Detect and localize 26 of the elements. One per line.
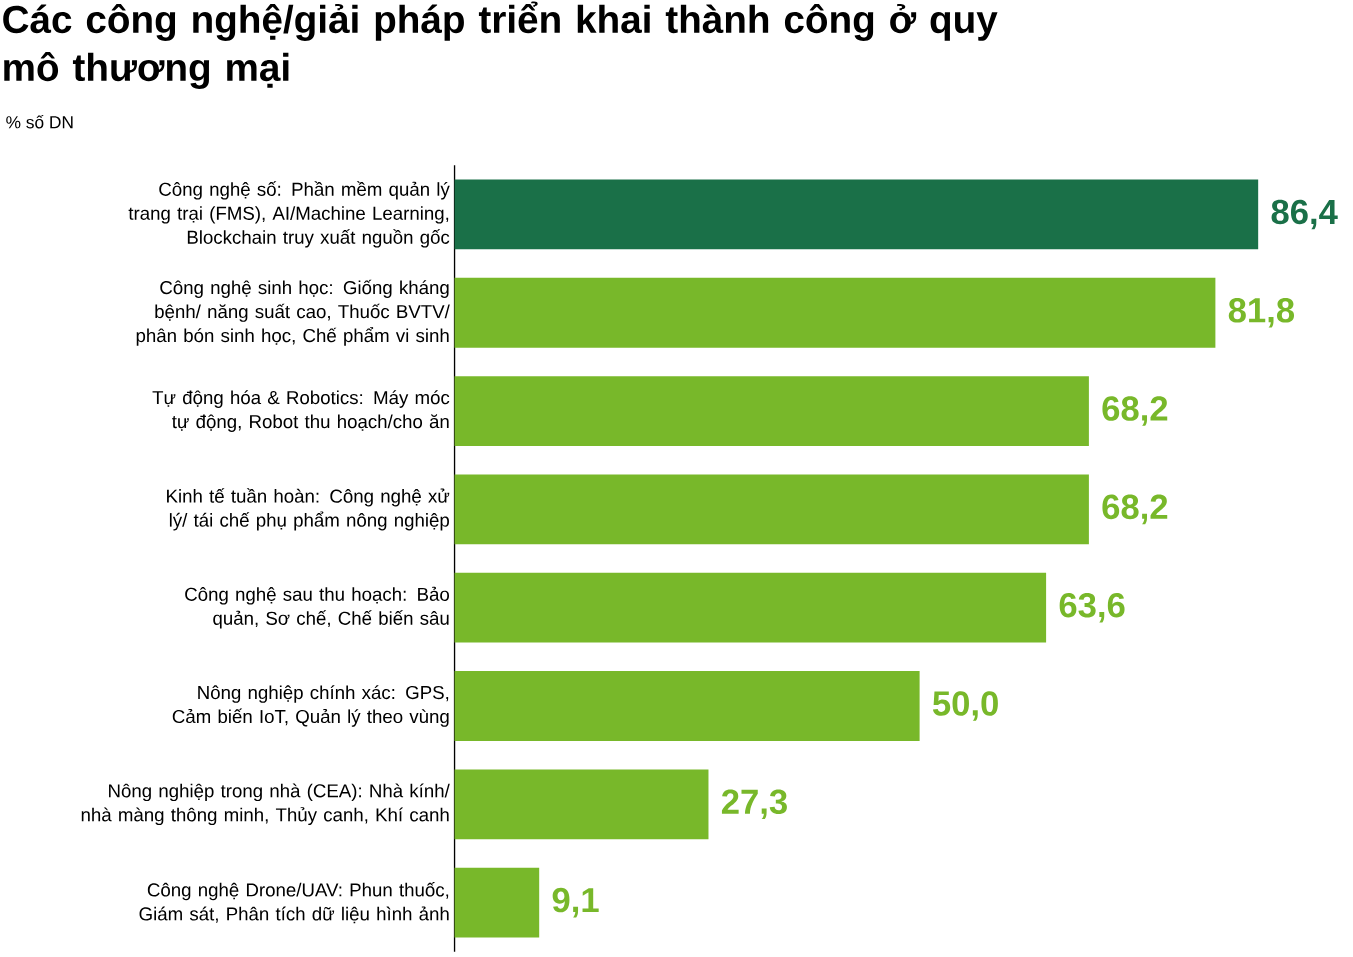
bar <box>454 474 1089 545</box>
data-label: 68,2 <box>1102 494 1168 525</box>
bar <box>454 671 920 741</box>
y-tick-label: Công nghệ sinh học: Giống kháng bệnh/ năng suất cao, Thuốc BVTV/ phân bón sinh học, Chế phẩm vi sinh <box>136 279 450 346</box>
y-tick-label: Công nghệ sau thu hoạch: Bảo quản, Sơ chế, Chế biến sâu <box>185 586 450 629</box>
y-tick-label: Kinh tế tuần hoàn: Công nghệ xử lý/ tái chế phụ phẩm nông nghiệp <box>167 488 450 531</box>
data-label: 63,6 <box>1059 592 1125 623</box>
y-tick-label: Tự động hóa & Robotics: Máy móc tự động, Robot thu hoạch/cho ăn <box>152 390 450 432</box>
y-tick-label: Công nghệ số: Phần mềm quản lý trang trại (FMS), AI/Machine Learning, Blockchain truy xuất nguồn gốc <box>128 181 450 248</box>
data-label: 86,4 <box>1271 199 1338 230</box>
bar <box>454 572 1047 643</box>
y-tick-label: Công nghệ Drone/UAV: Phun thuốc, Giám sát, Phân tích dữ liệu hình ảnh <box>139 881 449 924</box>
y-tick-label: Nông nghiệp chính xác: GPS, Cảm biến IoT, Quản lý theo vùng <box>172 685 449 727</box>
data-label: 68,2 <box>1102 396 1168 426</box>
chart-title: Các công nghệ/giải pháp triển khai thành công ở quy mô thương mại <box>3 1 998 89</box>
data-label: 50,0 <box>932 691 998 721</box>
bar <box>454 867 540 938</box>
y-tick-label: Nông nghiệp trong nhà (CEA): Nhà kính/ nhà màng thông minh, Thủy canh, Khí canh <box>81 783 450 826</box>
bar <box>454 376 1089 446</box>
data-label: 27,3 <box>721 789 787 820</box>
text: % số DN <box>6 114 73 129</box>
bar <box>454 277 1216 348</box>
data-label: 9,1 <box>552 887 599 918</box>
bar <box>454 179 1259 250</box>
bar <box>454 769 709 840</box>
data-label: 81,8 <box>1228 297 1295 328</box>
